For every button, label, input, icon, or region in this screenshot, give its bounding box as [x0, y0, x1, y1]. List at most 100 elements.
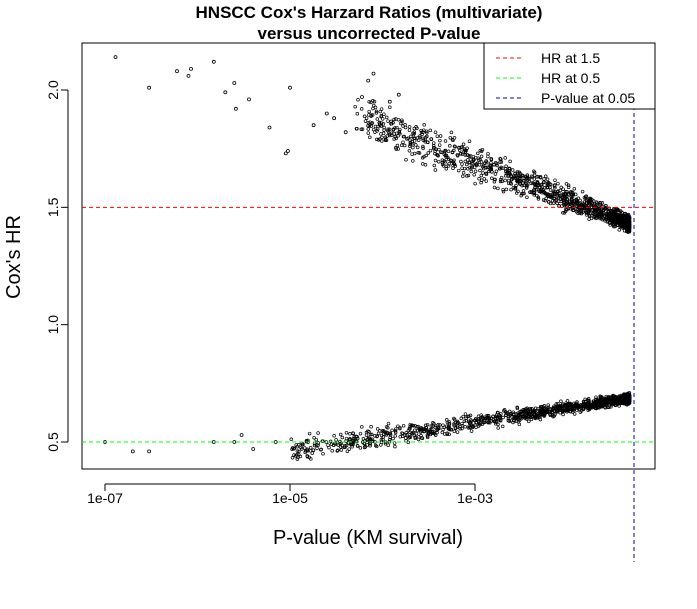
data-point [316, 443, 320, 448]
data-point [616, 402, 620, 406]
data-point [372, 103, 376, 108]
data-point [429, 430, 433, 435]
data-point [422, 154, 426, 159]
data-point [384, 115, 389, 120]
data-point [523, 179, 528, 184]
data-point [435, 134, 440, 138]
data-point [419, 436, 424, 440]
data-point [478, 168, 482, 173]
data-point [401, 423, 406, 428]
data-point [527, 407, 532, 411]
data-point [431, 421, 435, 425]
data-point [365, 443, 369, 447]
data-point [452, 162, 457, 167]
data-point [393, 444, 397, 449]
data-point [423, 163, 428, 167]
data-point [438, 423, 442, 427]
data-point [546, 200, 551, 204]
data-point [295, 457, 300, 461]
data-point [433, 433, 438, 437]
data-point [412, 433, 417, 438]
data-point [552, 189, 557, 194]
data-point [474, 163, 479, 167]
data-point [561, 187, 565, 191]
data-point [396, 92, 401, 97]
data-point [378, 137, 382, 141]
data-point [515, 406, 520, 411]
data-point [546, 408, 550, 412]
data-point [462, 419, 467, 423]
data-point [314, 437, 318, 442]
data-point [450, 150, 455, 155]
data-point [473, 169, 478, 174]
data-point [367, 123, 372, 128]
data-point [541, 198, 546, 202]
data-point [514, 412, 518, 416]
data-point [308, 446, 313, 450]
data-point [446, 425, 451, 429]
data-point [507, 167, 512, 171]
data-point [251, 447, 256, 451]
data-point [571, 208, 575, 212]
data-point [617, 228, 622, 232]
data-point [399, 143, 404, 148]
data-point [539, 187, 543, 191]
data-point [542, 413, 547, 417]
data-point [620, 222, 624, 227]
data-point [368, 120, 372, 124]
data-point [459, 416, 464, 421]
data-point [509, 187, 513, 192]
data-point [373, 124, 378, 129]
data-point [522, 415, 527, 419]
data-point [354, 127, 359, 131]
data-point [479, 178, 484, 182]
data-point [452, 429, 457, 434]
data-point [434, 428, 439, 433]
data-point [598, 203, 603, 207]
data-point [448, 144, 452, 148]
data-point [320, 439, 325, 443]
data-point [311, 448, 316, 452]
data-point [232, 440, 237, 444]
data-point [387, 133, 392, 138]
data-point [408, 138, 412, 142]
data-point [369, 124, 373, 128]
data-point [438, 134, 443, 138]
data-point [411, 134, 416, 139]
data-point [388, 105, 392, 110]
data-point [446, 149, 451, 154]
data-point [607, 220, 612, 225]
data-point [469, 429, 474, 433]
data-point [443, 148, 447, 153]
data-point [539, 183, 543, 188]
data-point [355, 444, 360, 448]
data-point [340, 435, 345, 440]
data-point [555, 408, 560, 413]
data-point [463, 425, 467, 429]
data-point [332, 116, 337, 121]
data-point [383, 137, 388, 142]
data-point [424, 135, 428, 140]
data-point [467, 139, 472, 143]
data-point [508, 159, 512, 164]
data-point [603, 397, 608, 402]
data-point [449, 130, 454, 135]
data-point [484, 159, 488, 163]
data-point [421, 146, 425, 151]
data-point [569, 194, 574, 199]
data-point [377, 121, 382, 125]
data-point [403, 125, 408, 130]
data-point [499, 175, 504, 180]
data-point [490, 176, 494, 181]
data-point [296, 443, 301, 447]
data-point [412, 130, 417, 134]
data-point [295, 449, 300, 453]
data-point [421, 138, 426, 142]
data-point [486, 420, 490, 425]
data-point [400, 118, 404, 122]
data-point [466, 173, 471, 178]
data-point [478, 148, 483, 153]
data-point [425, 422, 430, 427]
data-point [610, 395, 614, 400]
data-point [567, 401, 572, 406]
